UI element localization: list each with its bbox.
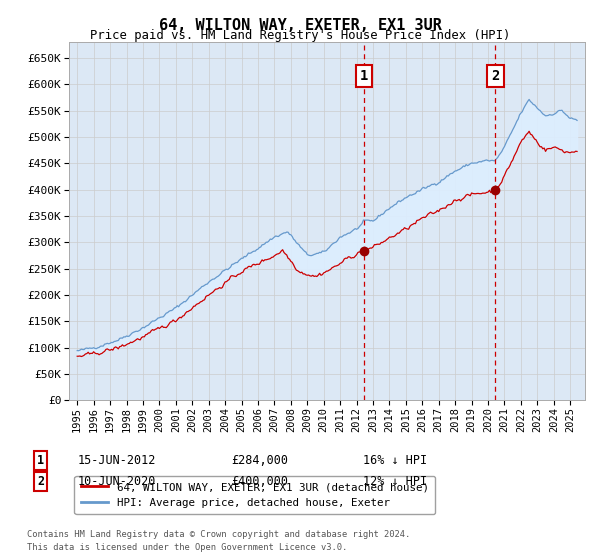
Text: 64, WILTON WAY, EXETER, EX1 3UR: 64, WILTON WAY, EXETER, EX1 3UR xyxy=(158,18,442,34)
Text: 10-JUN-2020: 10-JUN-2020 xyxy=(78,475,157,488)
Text: 1: 1 xyxy=(360,69,368,83)
Text: £284,000: £284,000 xyxy=(231,454,288,467)
Text: Contains HM Land Registry data © Crown copyright and database right 2024.: Contains HM Land Registry data © Crown c… xyxy=(27,530,410,539)
Text: 2: 2 xyxy=(491,69,500,83)
Text: This data is licensed under the Open Government Licence v3.0.: This data is licensed under the Open Gov… xyxy=(27,543,347,552)
Text: £400,000: £400,000 xyxy=(231,475,288,488)
Text: 2: 2 xyxy=(37,475,44,488)
Legend: 64, WILTON WAY, EXETER, EX1 3UR (detached house), HPI: Average price, detached h: 64, WILTON WAY, EXETER, EX1 3UR (detache… xyxy=(74,475,435,514)
Text: 16% ↓ HPI: 16% ↓ HPI xyxy=(363,454,427,467)
Text: 1: 1 xyxy=(37,454,44,467)
Text: 12% ↓ HPI: 12% ↓ HPI xyxy=(363,475,427,488)
Text: Price paid vs. HM Land Registry's House Price Index (HPI): Price paid vs. HM Land Registry's House … xyxy=(90,29,510,42)
Text: 15-JUN-2012: 15-JUN-2012 xyxy=(78,454,157,467)
